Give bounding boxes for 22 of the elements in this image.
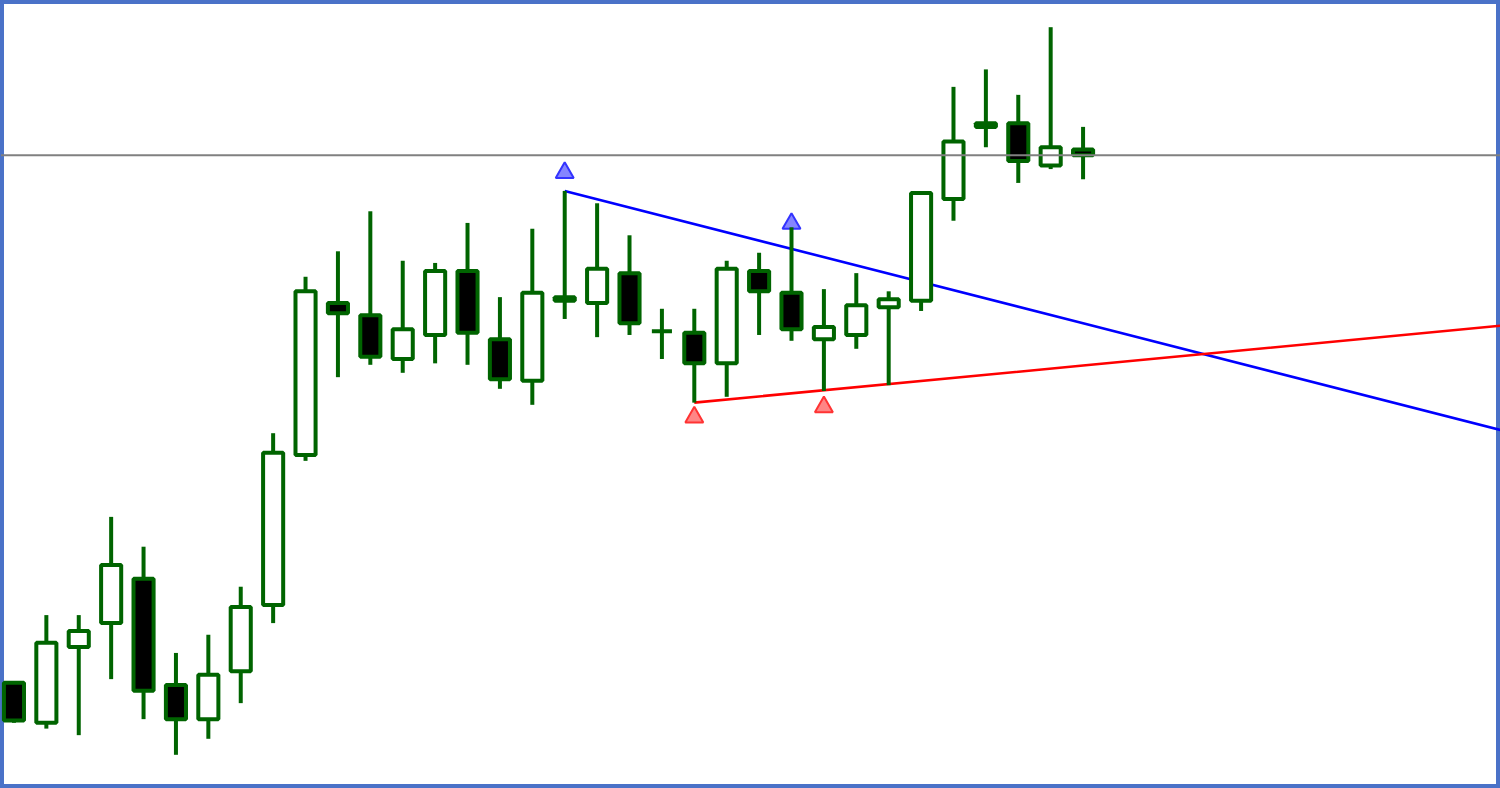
point — [684, 405, 705, 424]
candlestick — [585, 201, 610, 340]
candlestick — [455, 220, 480, 367]
point — [813, 395, 834, 414]
candlestick — [1006, 92, 1031, 185]
candlestick — [228, 584, 253, 706]
candlestick — [520, 226, 545, 407]
candlestick — [325, 249, 350, 380]
candlestick — [261, 431, 286, 626]
point — [781, 212, 802, 230]
candlestick — [99, 514, 124, 682]
candlestick — [163, 650, 188, 757]
candlestick — [552, 188, 577, 321]
candlestick — [131, 544, 156, 722]
candlestick — [196, 632, 221, 741]
candlestick — [682, 306, 707, 405]
candlestick — [747, 250, 772, 337]
point — [554, 161, 575, 179]
candlestick — [941, 84, 966, 223]
candlestick — [811, 287, 836, 393]
candlestick — [649, 306, 674, 361]
candlestick — [973, 67, 998, 150]
